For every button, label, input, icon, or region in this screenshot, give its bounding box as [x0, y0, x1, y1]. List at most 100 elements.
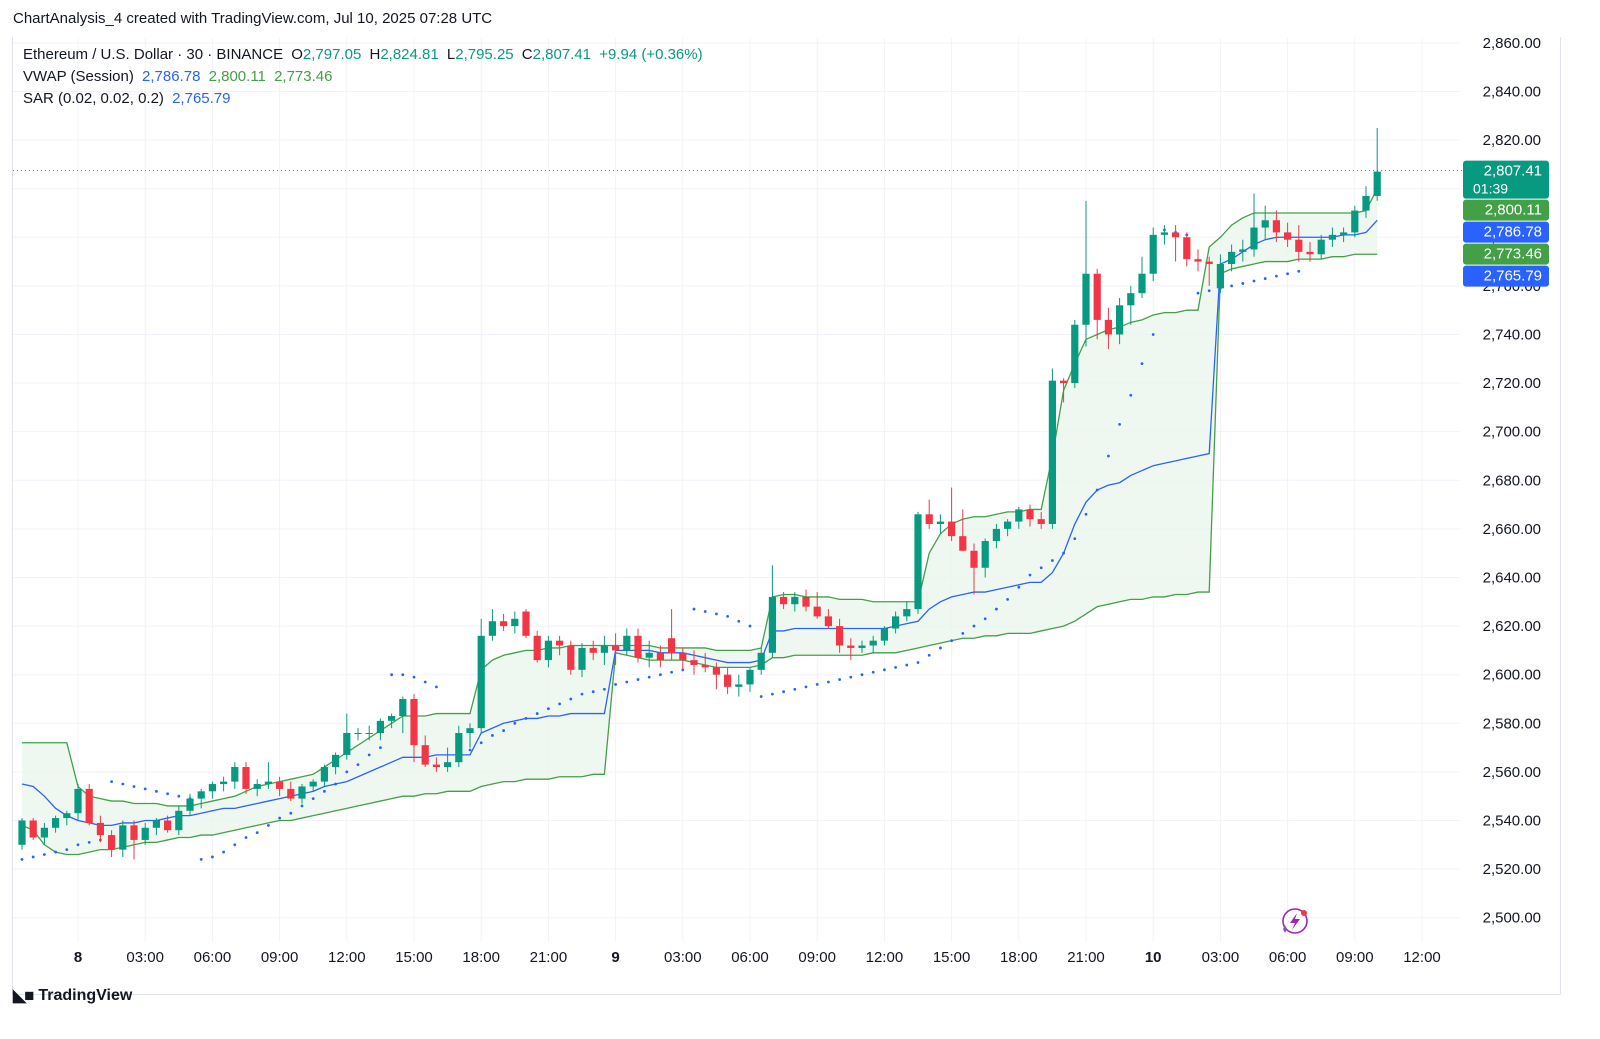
open-value: 2,797.05	[302, 46, 362, 63]
sar-dot	[580, 692, 584, 696]
candle-body	[567, 645, 575, 670]
sar-dot	[1286, 272, 1289, 276]
sar-dot	[547, 707, 550, 711]
candle-body	[421, 745, 429, 765]
price-label-text: 2,807.41	[1484, 163, 1542, 180]
candle-body	[208, 784, 216, 792]
candle-body	[1205, 261, 1213, 264]
candle	[186, 793, 194, 816]
candle-body	[869, 640, 877, 646]
candle	[1228, 244, 1236, 272]
vwap-upper-line	[22, 188, 1378, 807]
candle-body	[1048, 380, 1056, 525]
candle-body	[1272, 220, 1280, 233]
sar-dot	[804, 685, 808, 689]
x-tick-label: 9	[611, 949, 619, 966]
candle	[634, 628, 642, 663]
sar-dot	[703, 610, 707, 613]
candle	[735, 674, 743, 697]
candle	[63, 810, 71, 826]
candle	[432, 757, 440, 772]
candle-body	[1015, 509, 1023, 522]
tradingview-logo[interactable]: ◣■ TradingView	[13, 986, 132, 1006]
candle-body	[634, 635, 642, 658]
candle-body	[74, 788, 82, 814]
sar-dot	[591, 690, 595, 694]
candle-body	[1082, 273, 1090, 325]
candle-body	[1306, 251, 1314, 255]
candle	[175, 805, 183, 836]
sar-label[interactable]: SAR (0.02, 0.02, 0.2)	[23, 90, 164, 107]
price-label-bg	[1463, 160, 1549, 199]
sar-dot	[1230, 284, 1233, 288]
candle	[892, 611, 900, 634]
candle	[388, 713, 396, 729]
candle-body	[914, 514, 922, 610]
candle	[1272, 210, 1280, 243]
y-tick-label: 2,500.00	[1483, 910, 1541, 927]
sar-dot	[827, 680, 830, 684]
candle	[74, 784, 82, 821]
candle-body	[220, 781, 228, 785]
candle	[119, 820, 127, 857]
vwap-label[interactable]: VWAP (Session)	[23, 68, 134, 85]
candle-body	[679, 652, 687, 661]
x-tick-label: 15:00	[395, 949, 433, 966]
candle	[645, 640, 653, 668]
candle	[421, 735, 429, 768]
candle	[108, 830, 116, 857]
candle-body	[712, 667, 720, 675]
candle	[1026, 504, 1034, 527]
sar-dot	[726, 614, 729, 618]
candle	[320, 764, 328, 787]
x-tick-label: 09:00	[261, 949, 299, 966]
sar-dot	[121, 782, 125, 786]
candle-body	[1328, 234, 1336, 240]
indicator-lines	[21, 188, 1378, 856]
candle	[679, 647, 687, 670]
candle-body	[959, 536, 967, 551]
candle-body	[589, 647, 597, 653]
candle-body	[1160, 232, 1168, 235]
sar-dot	[614, 683, 617, 686]
candle	[220, 776, 228, 792]
candle	[668, 609, 676, 661]
x-tick-label: 18:00	[1000, 949, 1038, 966]
chart-frame[interactable]	[12, 37, 1561, 995]
candle	[444, 747, 452, 772]
x-tick-label: 06:00	[194, 949, 232, 966]
legend-symbol-row[interactable]: Ethereum / U.S. Dollar · 30 · BINANCE O2…	[23, 46, 707, 63]
candle-body	[1284, 232, 1292, 240]
candle-body	[1116, 305, 1124, 335]
y-tick-label: 2,700.00	[1483, 424, 1541, 441]
candle	[332, 752, 340, 775]
x-tick-label: 8	[74, 949, 82, 966]
sar-dot	[155, 789, 158, 793]
sar-dot	[782, 690, 785, 694]
symbol-title[interactable]: Ethereum / U.S. Dollar · 30 · BINANCE	[23, 46, 284, 63]
legend-sar-row[interactable]: SAR (0.02, 0.02, 0.2) 2,765.79	[23, 90, 234, 107]
candle	[847, 638, 855, 661]
candle	[298, 784, 306, 804]
band-fill	[22, 188, 1378, 855]
legend-vwap-row[interactable]: VWAP (Session) 2,786.78 2,800.11 2,773.4…	[23, 68, 336, 85]
sar-dot	[759, 695, 763, 698]
candle-body	[1004, 521, 1012, 529]
candle	[40, 822, 48, 845]
sar-dot	[401, 673, 405, 677]
candle	[701, 652, 709, 673]
vwap-lower-line	[21, 253, 1378, 856]
sar-dot	[132, 785, 136, 788]
candle	[925, 499, 933, 529]
candle-body	[186, 798, 194, 811]
candle-body	[511, 618, 519, 627]
y-tick-label: 2,860.00	[1483, 35, 1541, 52]
candle-body	[231, 767, 239, 782]
sar-dot	[479, 741, 483, 745]
y-tick-label: 2,820.00	[1483, 132, 1541, 149]
sar-dot	[558, 702, 561, 706]
candle	[1082, 200, 1090, 347]
candle	[981, 538, 989, 578]
candle	[600, 635, 608, 665]
